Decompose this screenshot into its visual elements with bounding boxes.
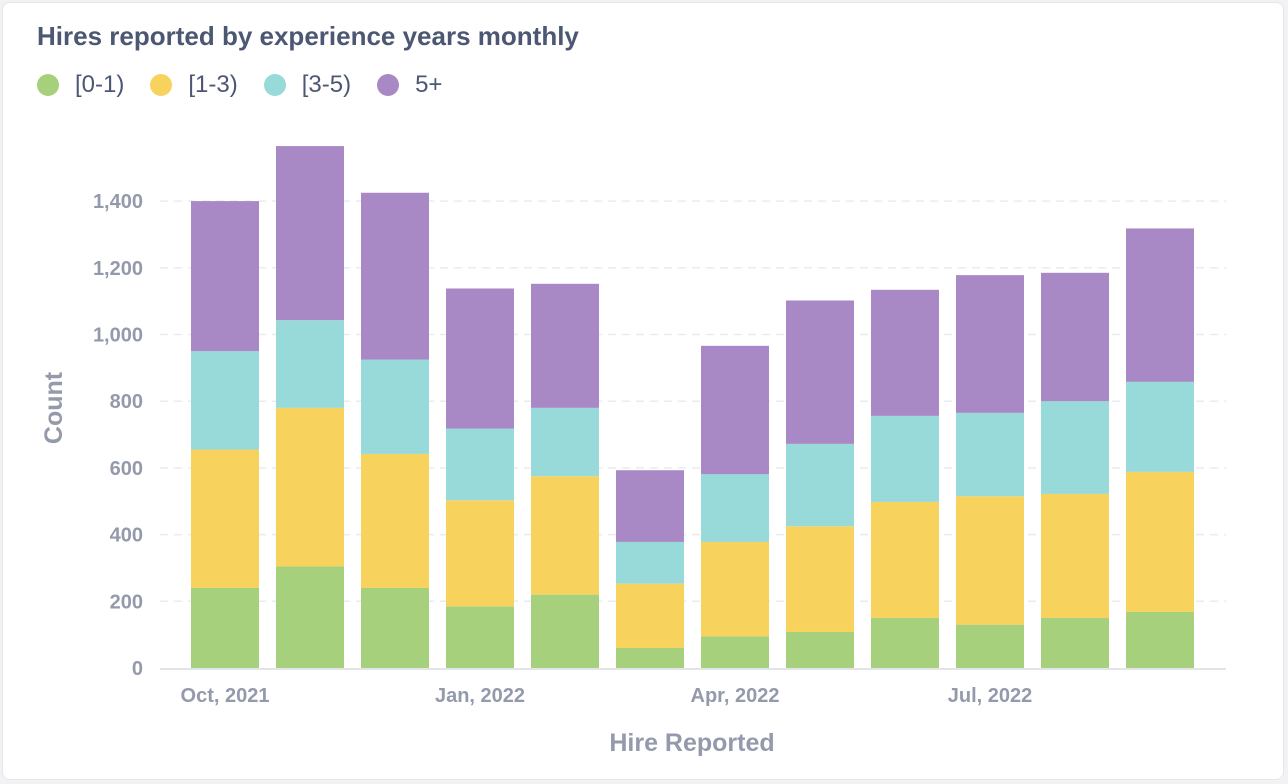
- bar-segment: [956, 496, 1024, 625]
- bar-segment: [956, 412, 1024, 497]
- legend-item[interactable]: [3-5): [263, 71, 352, 99]
- bar-segment: [956, 624, 1024, 668]
- bar-segment: [531, 283, 599, 408]
- bar-segment: [786, 526, 854, 632]
- bar-segment: [191, 201, 259, 352]
- bar-segment: [191, 587, 259, 668]
- bar-segment: [446, 288, 514, 429]
- bar-segment: [616, 541, 684, 584]
- legend-label: [1-3): [188, 71, 238, 98]
- bar-segment: [701, 345, 769, 475]
- y-tick-label: 400: [110, 525, 143, 547]
- legend-item[interactable]: [1-3): [150, 71, 238, 99]
- legend-swatch: [263, 74, 286, 96]
- bar-segment: [1126, 611, 1194, 668]
- x-tick-label: Apr, 2022: [691, 685, 780, 707]
- legend-swatch: [150, 74, 173, 96]
- bar-segment: [531, 476, 599, 595]
- bar-segment: [786, 631, 854, 668]
- bar-segment: [531, 594, 599, 668]
- bar-segment: [1041, 493, 1109, 618]
- y-axis-title: Count: [40, 371, 68, 444]
- x-tick-label: Oct, 2021: [181, 685, 270, 707]
- bar-segment: [446, 500, 514, 607]
- bar-segment: [446, 606, 514, 668]
- bar-segment: [786, 300, 854, 444]
- bar-segment: [871, 415, 939, 502]
- bar-segment: [1041, 272, 1109, 402]
- bar-segment: [361, 453, 429, 588]
- bar-segment: [616, 583, 684, 648]
- x-tick-label: Jul, 2022: [948, 685, 1033, 707]
- y-tick-label: 1,200: [93, 258, 143, 280]
- bar-segment: [1126, 228, 1194, 382]
- bar-segment: [276, 566, 344, 668]
- bar-segment: [276, 407, 344, 567]
- bar-segment: [616, 470, 684, 542]
- y-tick-label: 200: [110, 591, 143, 613]
- bar-segment: [276, 146, 344, 321]
- y-tick-label: 1,400: [93, 191, 143, 213]
- legend-label: 5+: [415, 71, 443, 98]
- legend-label: [0-1): [75, 71, 125, 98]
- legend-item[interactable]: 5+: [377, 71, 442, 99]
- bar-segment: [361, 192, 429, 360]
- x-tick-label: Jan, 2022: [435, 685, 525, 707]
- bar-segment: [871, 501, 939, 618]
- bar-segment: [361, 359, 429, 454]
- legend-item[interactable]: [0-1): [37, 71, 124, 99]
- y-tick-label: 1,000: [93, 325, 143, 347]
- bar-segment: [701, 636, 769, 668]
- bar-segment: [786, 443, 854, 527]
- bar-segment: [1041, 617, 1109, 668]
- bar-segment: [361, 587, 429, 668]
- bar-segment: [191, 351, 259, 450]
- bar-segment: [956, 275, 1024, 413]
- legend-label: [3-5): [301, 71, 352, 98]
- bar-segment: [701, 541, 769, 637]
- y-tick-label: 600: [110, 458, 143, 480]
- y-tick-label: 0: [132, 658, 143, 680]
- bar-segment: [1041, 401, 1109, 494]
- y-tick-label: 800: [110, 391, 143, 413]
- bar-segment: [871, 289, 939, 416]
- bar-segment: [701, 474, 769, 542]
- x-axis-title: Hire Reported: [609, 729, 774, 757]
- bar-segment: [191, 449, 259, 588]
- bar-segment: [1126, 471, 1194, 612]
- bar-segment: [276, 320, 344, 408]
- bar-segment: [446, 428, 514, 501]
- bar-segment: [871, 617, 939, 668]
- chart-title: Hires reported by experience years month…: [37, 21, 579, 51]
- chart-legend: [0-1) [1-3) [3-5) 5+: [37, 71, 468, 99]
- bar-segment: [616, 647, 684, 668]
- legend-swatch: [37, 74, 59, 96]
- legend-swatch: [377, 74, 400, 96]
- bar-segment: [531, 407, 599, 477]
- bar-segment: [1126, 381, 1194, 472]
